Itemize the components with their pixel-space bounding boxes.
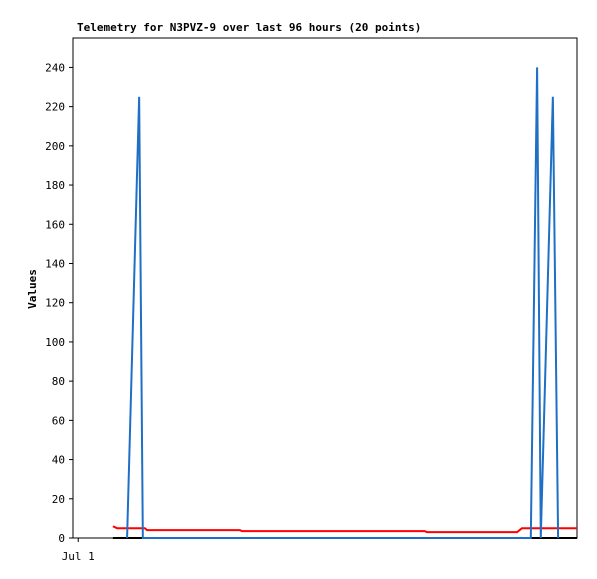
- x-tick-label: Jul 1: [62, 550, 95, 563]
- y-tick-label: 240: [45, 61, 65, 74]
- y-tick-label: 0: [58, 532, 65, 545]
- y-tick-label: 40: [52, 454, 65, 467]
- y-tick-label: 20: [52, 493, 65, 506]
- y-tick-label: 140: [45, 257, 65, 270]
- plot-frame: [72, 37, 578, 539]
- y-axis-label: Values: [26, 269, 39, 309]
- y-tick-label: 120: [45, 297, 65, 310]
- y-tick-label: 100: [45, 336, 65, 349]
- y-tick-label: 220: [45, 101, 65, 114]
- y-tick-label: 180: [45, 179, 65, 192]
- y-tick-label: 60: [52, 414, 65, 427]
- y-tick-label: 200: [45, 140, 65, 153]
- y-tick-label: 160: [45, 218, 65, 231]
- series-line: [126, 67, 560, 539]
- series-line: [112, 525, 577, 534]
- y-tick-label: 80: [52, 375, 65, 388]
- chart-title: Telemetry for N3PVZ-9 over last 96 hours…: [77, 21, 421, 34]
